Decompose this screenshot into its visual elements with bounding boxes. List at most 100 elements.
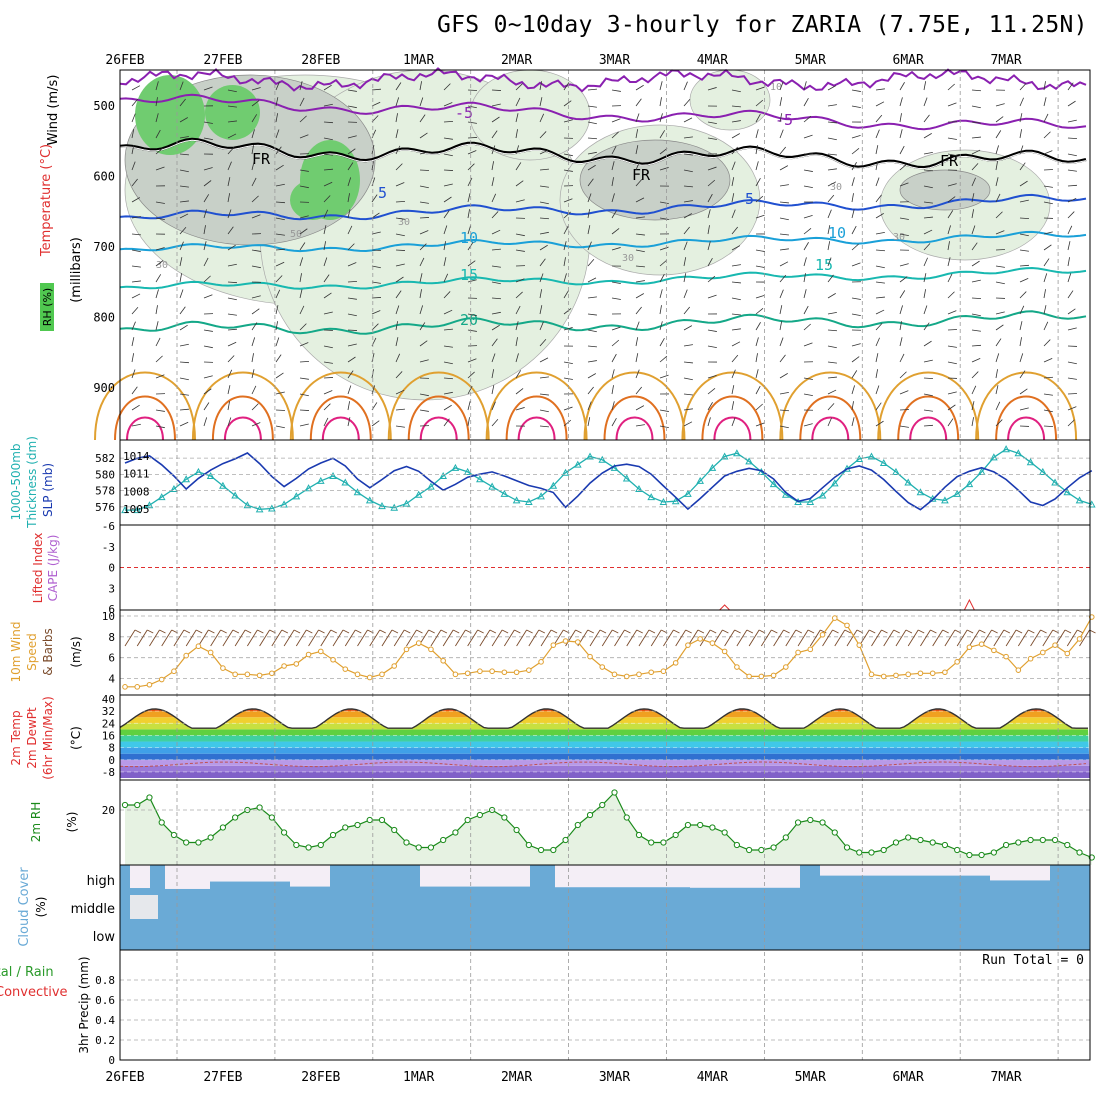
wind-barb	[467, 150, 477, 155]
wind-barb	[227, 281, 238, 284]
wind-barb	[779, 289, 784, 299]
wind-barb	[731, 385, 735, 395]
wind-barb	[1043, 425, 1054, 428]
diurnal-contour	[877, 371, 980, 441]
wind-barb	[755, 403, 763, 411]
rh-point	[733, 841, 740, 849]
wind-barb	[179, 393, 189, 396]
wind-barb	[443, 291, 451, 299]
wind-barb	[251, 422, 261, 427]
wind10-barb	[748, 629, 760, 647]
wind-barb	[515, 97, 521, 107]
rh-point	[831, 829, 838, 836]
diurnal-contour	[583, 371, 686, 441]
wind10-point	[391, 663, 398, 669]
wind-barb	[1019, 97, 1024, 107]
wind10-point	[697, 636, 703, 642]
wind-barb	[683, 393, 693, 396]
wind10-barb-flag	[893, 629, 900, 634]
diurnal-contour	[114, 395, 176, 441]
wind10-barb-flag	[1028, 629, 1035, 634]
wind10-barb	[393, 629, 405, 647]
dewpoint-axis-label: 2m DewPt	[25, 707, 39, 769]
thickness-point	[720, 452, 729, 460]
rh-point	[684, 821, 692, 829]
wind-barb	[179, 200, 189, 203]
wind-barb	[203, 241, 207, 251]
cloud-high-gap	[165, 865, 210, 889]
wind-barb	[515, 407, 525, 411]
wind-barb	[227, 89, 237, 93]
wind-barb	[131, 197, 140, 203]
wind-barb	[947, 361, 957, 365]
wind-barb	[587, 178, 594, 187]
wind-barb	[347, 313, 357, 317]
wind-barb	[1019, 83, 1027, 91]
wind-barb	[443, 309, 453, 315]
wind-barb	[179, 377, 189, 381]
wind-barb	[755, 145, 758, 155]
wind-barb	[803, 423, 813, 427]
wind-barb	[1019, 277, 1029, 283]
rh-point	[195, 839, 202, 846]
wind-barb	[755, 422, 765, 427]
wind-barb	[899, 82, 905, 91]
wind-barb	[995, 177, 999, 187]
wind-barb	[395, 200, 406, 203]
wind-barb	[275, 354, 282, 363]
rh-point	[611, 789, 618, 796]
rh-point	[746, 846, 753, 854]
diurnal-contour	[485, 371, 588, 441]
wind-barb	[1067, 119, 1077, 123]
wind-barb	[755, 249, 765, 252]
cloud-middle-gap	[130, 895, 158, 919]
wind10-barb	[773, 629, 784, 647]
wind-barb	[611, 161, 615, 171]
wind-barb	[155, 166, 165, 171]
isotherm-m10	[119, 67, 1087, 93]
wind10-point	[501, 669, 508, 676]
wind-barb	[707, 417, 711, 427]
wind-barb	[659, 425, 669, 429]
wind-barb	[923, 289, 927, 299]
wind-barb	[635, 405, 645, 411]
isotherm-label: 15	[460, 266, 478, 284]
x-day-label-bottom: 2MAR	[501, 1070, 532, 1085]
wind-barb	[515, 291, 523, 299]
wind-barb	[203, 388, 212, 395]
wind-barb	[1043, 289, 1046, 299]
rh-point	[697, 821, 704, 829]
wind10-barb	[173, 629, 185, 647]
thickness-point	[622, 474, 631, 482]
wind-barb	[203, 225, 206, 235]
rh-point	[219, 824, 226, 831]
isotherm-label: 10	[828, 224, 846, 242]
wind-barb	[851, 177, 855, 187]
wind-barb	[803, 115, 812, 123]
wind-barb	[203, 257, 209, 267]
wind-barb	[251, 295, 261, 299]
wind10-barb-flag	[636, 629, 643, 634]
wind-barb	[995, 145, 999, 155]
thickness-point	[512, 496, 521, 504]
thickness-point	[133, 506, 142, 514]
wind-barb	[731, 209, 736, 219]
wind-barb	[755, 195, 764, 203]
wind-barb	[467, 163, 475, 171]
wind-barb	[923, 229, 933, 235]
wind-barb	[731, 146, 738, 155]
wind10-barb	[920, 629, 931, 647]
wind-barb	[443, 328, 453, 331]
precip-tick: 0.6	[95, 994, 115, 1007]
wind10-barb-flag	[612, 629, 619, 634]
wind-barb	[131, 293, 141, 299]
wind10-barb-flag	[526, 629, 533, 634]
wind-barb	[971, 279, 981, 283]
wind-barb	[707, 87, 717, 91]
wind-barb	[563, 290, 570, 299]
slp-line	[124, 452, 1093, 511]
wind10-barb	[516, 629, 527, 647]
wind-barb	[635, 233, 645, 236]
wind-barb	[179, 185, 189, 188]
wind10-barb	[136, 629, 148, 647]
